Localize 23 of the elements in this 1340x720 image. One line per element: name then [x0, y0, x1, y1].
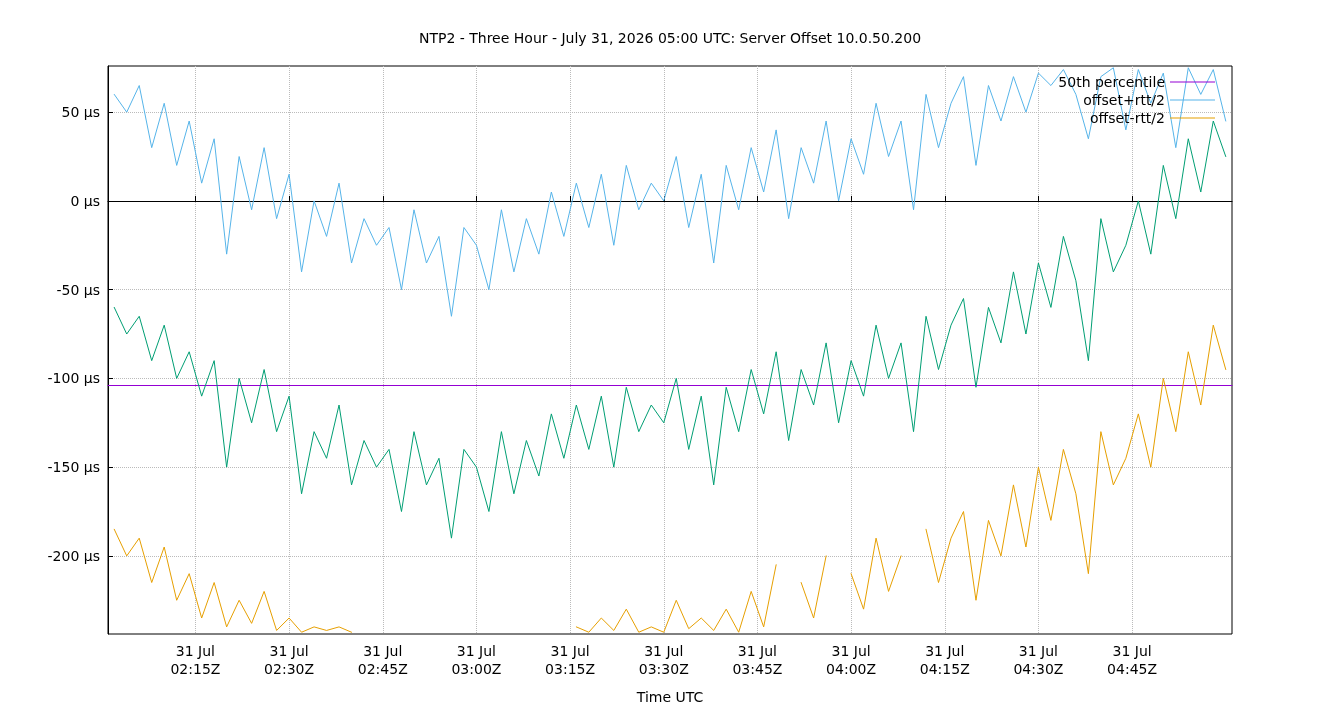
y-tick-label: 50 µs [61, 104, 100, 121]
x-tick-label: 31 Jul 04:45Z [1107, 643, 1158, 677]
y-tick-label: -150 µs [47, 459, 100, 476]
line-series [113, 67, 1227, 317]
x-tick-label: 31 Jul 03:30Z [638, 643, 689, 677]
x-tick-label: 31 Jul 03:00Z [451, 643, 502, 677]
chart-title: NTP2 - Three Hour - July 31, 2026 05:00 UTC: Server Offset 10.0.50.200 [418, 30, 922, 46]
x-tick-label: 31 Jul 04:15Z [919, 643, 970, 677]
legend-label: offset+rtt/2 [1083, 92, 1165, 108]
y-tick-label: -200 µs [47, 547, 100, 564]
legend-label: 50th percentile [1058, 74, 1165, 90]
x-tick-label: 31 Jul 03:45Z [732, 643, 783, 677]
x-tick-label: 31 Jul 02:30Z [264, 643, 315, 677]
x-tick-label: 31 Jul 04:30Z [1013, 643, 1064, 677]
x-axis-title: Time UTC [635, 689, 704, 705]
x-tick-label: 31 Jul 04:00Z [826, 643, 877, 677]
y-tick-label: -50 µs [56, 281, 100, 298]
y-tick-label: 0 µs [70, 192, 100, 209]
y-tick-label: -100 µs [47, 370, 100, 387]
x-tick-label: 31 Jul 02:15Z [170, 643, 221, 677]
x-tick-label: 31 Jul 03:15Z [545, 643, 596, 677]
legend-label: offset-rtt/2 [1089, 110, 1165, 126]
x-tick-label: 31 Jul 02:45Z [357, 643, 408, 677]
